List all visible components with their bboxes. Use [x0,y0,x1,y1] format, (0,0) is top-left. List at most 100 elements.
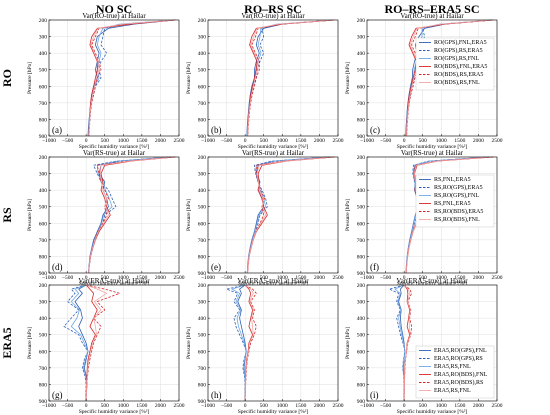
x-tick-label: 2500 [333,275,344,281]
panel-title: Var(RO-true) at Hailar [82,12,146,20]
x-tick-label: −500 [221,403,233,409]
x-axis-label: Specific humidity variance [%²] [79,143,150,150]
row-label: RS [0,207,14,223]
y-tick-label: 900 [357,134,366,140]
x-tick-label: 0 [85,403,88,409]
y-tick-label: 400 [198,51,207,57]
y-tick-label: 900 [39,399,48,405]
y-tick-label: 800 [198,254,207,260]
legend-entry: ERA5,RO(GPS),FNL [434,347,487,354]
y-tick-label: 300 [357,35,366,41]
x-tick-label: 1000 [277,138,288,144]
y-tick-label: 700 [357,101,366,107]
x-tick-label: 2500 [492,138,503,144]
series-line [70,284,89,401]
x-tick-label: 500 [101,138,110,144]
y-axis-label: Pressure [hPa] [345,327,351,359]
x-tick-label: 0 [403,403,406,409]
y-tick-label: 700 [357,366,366,372]
column-header: NO SC [96,2,132,16]
x-tick-label: 0 [403,275,406,281]
y-tick-label: 800 [39,117,48,123]
chart-panel: −1000 −500 0 500 1000 1500 2000 2500 200 300 400 50… [186,149,344,287]
x-tick-label: 1000 [118,138,129,144]
series-line [88,156,172,274]
legend-entry: RO(BDS),RS,ERA5 [434,71,483,78]
x-tick-label: 2500 [492,403,503,409]
x-tick-label: 1000 [436,403,447,409]
x-tick-label: 1000 [118,403,129,409]
x-tick-label: −500 [380,275,392,281]
y-axis-label: Pressure [hPa] [345,199,351,231]
x-tick-label: 2000 [473,403,484,409]
series-line [247,19,335,137]
y-tick-label: 300 [198,300,207,306]
legend-entry: RS,RO(BDS),ERA5 [434,208,483,215]
y-tick-label: 200 [198,283,207,289]
y-tick-label: 300 [39,172,48,178]
legend-entry: RS,RO(GPS),FNL [434,192,479,199]
x-tick-label: 2500 [174,403,185,409]
y-tick-label: 300 [198,35,207,41]
x-tick-label: 2000 [314,403,325,409]
axes-frame [366,284,498,402]
y-tick-label: 400 [357,316,366,322]
y-axis-label: Pressure [hPa] [27,199,33,231]
y-tick-label: 600 [357,84,366,90]
panel-label: (h) [211,390,222,400]
y-tick-label: 200 [357,283,366,289]
x-tick-label: −500 [62,138,74,144]
x-axis-label: Specific humidity variance [%²] [238,143,309,150]
y-tick-label: 800 [357,382,366,388]
y-tick-label: 900 [357,399,366,405]
y-tick-label: 900 [198,271,207,277]
y-tick-label: 700 [198,366,207,372]
x-axis-label: Specific humidity variance [%²] [397,408,468,415]
x-axis-label: Specific humidity variance [%²] [238,280,309,287]
y-tick-label: 200 [357,18,366,24]
y-axis-label: Pressure [hPa] [345,62,351,94]
x-tick-label: 500 [260,138,269,144]
x-tick-label: 500 [419,275,428,281]
x-tick-label: −1000 [360,275,374,281]
chart-panel: −1000 −500 0 500 1000 1500 2000 2500 200 300 400 50… [345,277,503,415]
x-tick-label: −1000 [201,403,215,409]
x-tick-label: 500 [419,403,428,409]
x-tick-label: 1500 [136,138,147,144]
y-tick-label: 700 [39,366,48,372]
series-line [63,284,89,402]
y-tick-label: 300 [39,300,48,306]
legend: RS,FNL,ERA5RS,RO(GPS),ERA5RS,RO(GPS),FNL… [415,174,495,228]
y-axis-label: Pressure [hPa] [27,327,33,359]
x-tick-label: 500 [419,138,428,144]
x-tick-label: 1000 [277,275,288,281]
y-tick-label: 700 [357,238,366,244]
y-tick-label: 200 [39,18,48,24]
x-tick-label: 2000 [473,275,484,281]
x-tick-label: 2000 [155,138,166,144]
x-tick-label: 2000 [155,275,166,281]
y-tick-label: 200 [198,18,207,24]
plot-area [49,20,179,136]
panel-title: Var(RS-true) at Hailar [401,149,464,157]
x-tick-label: 0 [244,403,247,409]
x-tick-label: 1500 [295,275,306,281]
y-axis-label: Pressure [hPa] [186,327,192,359]
y-tick-label: 700 [198,238,207,244]
legend: RO(GPS),FNL,ERA5RO(GPS),RS,ERA5RO(GPS),R… [415,37,495,91]
plot-area [49,157,179,273]
y-tick-label: 300 [198,172,207,178]
y-tick-label: 500 [198,205,207,211]
panel-label: (a) [52,125,62,135]
x-tick-label: 2500 [174,138,185,144]
column-header: RO–RS–ERA5 SC [384,2,479,16]
legend-entry: ERA5,RS,FNL [434,364,471,370]
panel-title: Var(RS-true) at Hailar [83,149,146,157]
panel-title: Var(ERA5-true) at Hailar [237,277,309,285]
x-tick-label: −500 [221,138,233,144]
series-line [388,284,406,402]
x-tick-label: 0 [403,138,406,144]
y-axis-label: Pressure [hPa] [186,62,192,94]
x-tick-label: 1000 [436,138,447,144]
legend-entry: ERA5,RS,FNL [434,388,471,394]
